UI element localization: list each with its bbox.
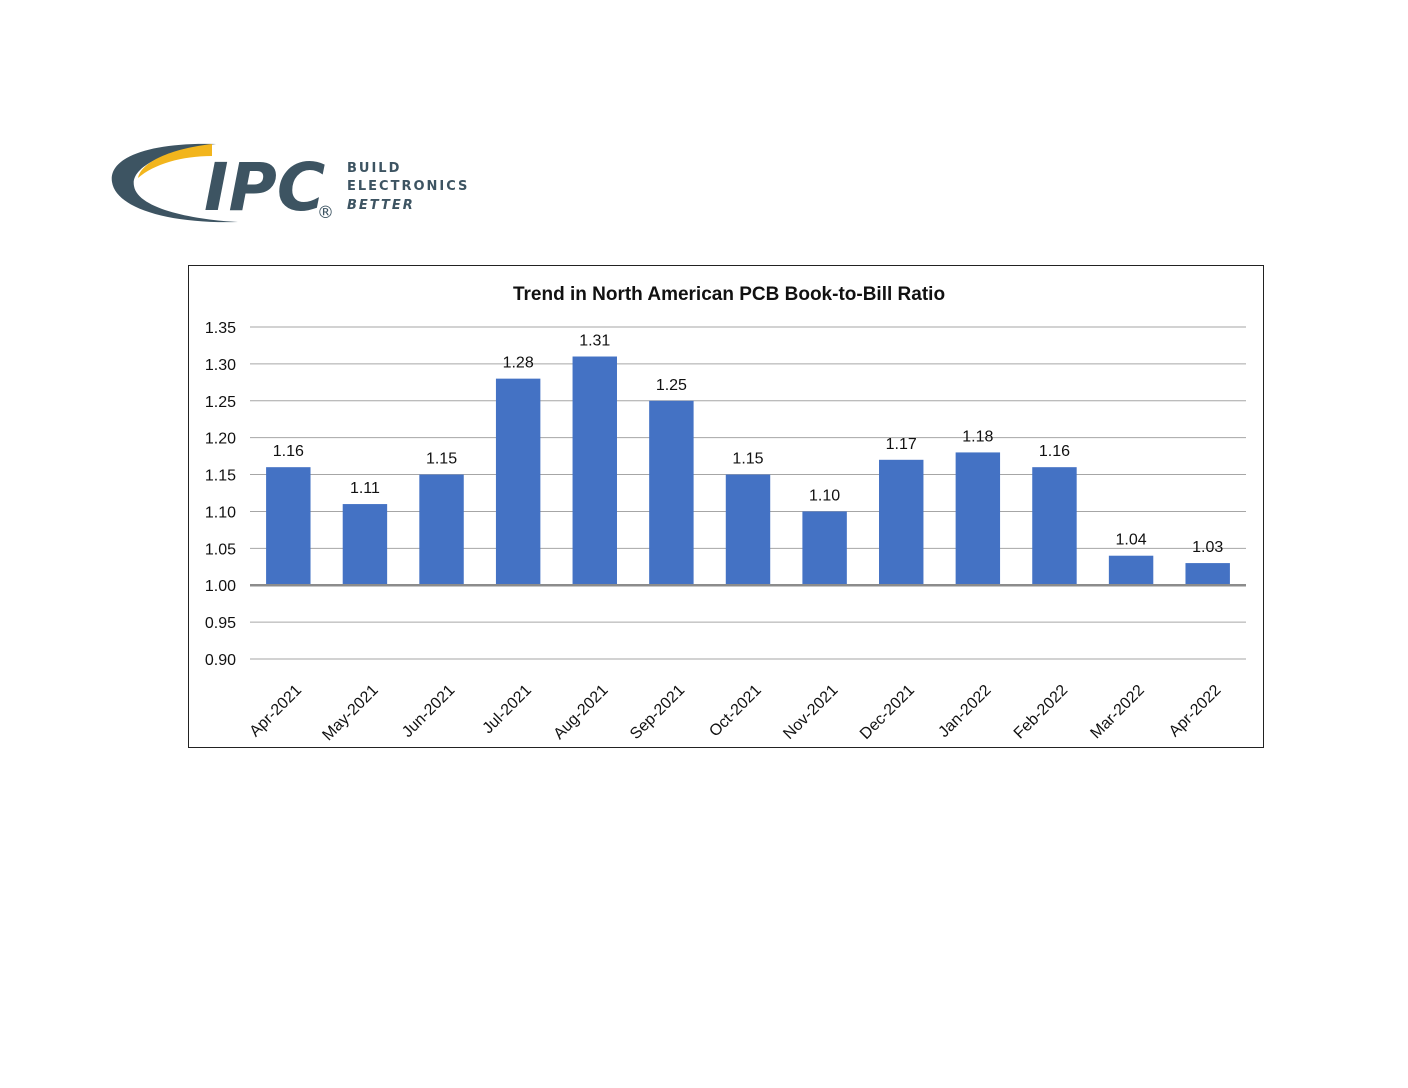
x-tick-label: Jul-2021 (480, 682, 535, 737)
bar-layer (266, 356, 1230, 586)
label-layer: 1.16 1.11 1.15 1.28 1.31 1.25 1.15 1.10 1.17 1.18… (273, 333, 1224, 557)
bar (1108, 555, 1154, 586)
data-label: 1.28 (503, 355, 534, 372)
logo-swoosh-gray (111, 143, 238, 223)
x-tick-label: Apr-2022 (1166, 682, 1225, 741)
y-tick-label: 0.90 (205, 652, 236, 669)
ipc-logo: IPC ® BUILD ELECTRONICS BETTER (108, 136, 478, 232)
data-label: 1.31 (579, 333, 610, 350)
bar (955, 452, 1001, 586)
data-label: 1.16 (1039, 443, 1070, 460)
logo-registered-mark: ® (317, 203, 334, 223)
x-tick-label: Mar-2022 (1087, 682, 1148, 743)
grid-layer (250, 326, 1246, 660)
data-label: 1.10 (809, 487, 840, 504)
bar (879, 459, 924, 586)
x-tick-label: Feb-2022 (1011, 682, 1072, 743)
bar (802, 511, 847, 586)
bar (649, 400, 694, 586)
bar (419, 474, 464, 586)
y-tick-label: 1.10 (205, 504, 236, 521)
x-tick-label: Jan-2022 (935, 682, 994, 741)
x-tick-label: Apr-2021 (247, 682, 306, 741)
x-tick-label: Sep-2021 (627, 682, 688, 743)
y-tick-label: 1.05 (205, 541, 236, 558)
chart-frame: Trend in North American PCB Book-to-Bill… (188, 265, 1264, 748)
y-tick-label: 1.30 (205, 357, 236, 374)
x-tick-label: Nov-2021 (780, 682, 841, 743)
y-tick-label: 1.25 (205, 394, 236, 411)
y-tick-label: 0.95 (205, 615, 236, 632)
data-label: 1.18 (962, 428, 993, 445)
logo-tagline-1: BUILD (347, 161, 401, 176)
data-label: 1.11 (350, 480, 380, 497)
data-label: 1.15 (426, 451, 457, 468)
bar (1032, 467, 1077, 586)
chart-title: Trend in North American PCB Book-to-Bill… (513, 284, 945, 305)
logo-tagline-3: BETTER (347, 198, 415, 213)
y-tick-label: 1.35 (205, 320, 236, 337)
x-tick-label: Jun-2021 (399, 682, 458, 741)
bar (1185, 563, 1230, 586)
data-label: 1.25 (656, 377, 687, 394)
data-label: 1.03 (1192, 539, 1223, 556)
y-tick-label: 1.00 (205, 578, 236, 595)
data-label: 1.16 (273, 443, 304, 460)
ipc-logo-graphic: IPC ® BUILD ELECTRONICS BETTER (111, 143, 469, 226)
x-tick-label: Oct-2021 (706, 682, 765, 741)
logo-tagline-2: ELECTRONICS (347, 179, 469, 194)
logo-swoosh-yellow (138, 144, 212, 178)
data-label: 1.04 (1116, 532, 1147, 549)
y-tick-label: 1.20 (205, 431, 236, 448)
bar (266, 467, 311, 586)
x-tick-label: Aug-2021 (551, 682, 612, 743)
logo-brand-text: IPC (204, 149, 325, 226)
x-tick-label: May-2021 (319, 682, 381, 744)
bar-chart: Trend in North American PCB Book-to-Bill… (205, 284, 1246, 744)
y-tick-label: 1.15 (205, 468, 236, 485)
bar (572, 356, 617, 586)
bar (342, 504, 388, 586)
bar (495, 378, 541, 586)
bar (725, 474, 771, 586)
data-label: 1.17 (886, 436, 917, 453)
data-label: 1.15 (732, 451, 763, 468)
x-tick-label: Dec-2021 (857, 682, 918, 743)
